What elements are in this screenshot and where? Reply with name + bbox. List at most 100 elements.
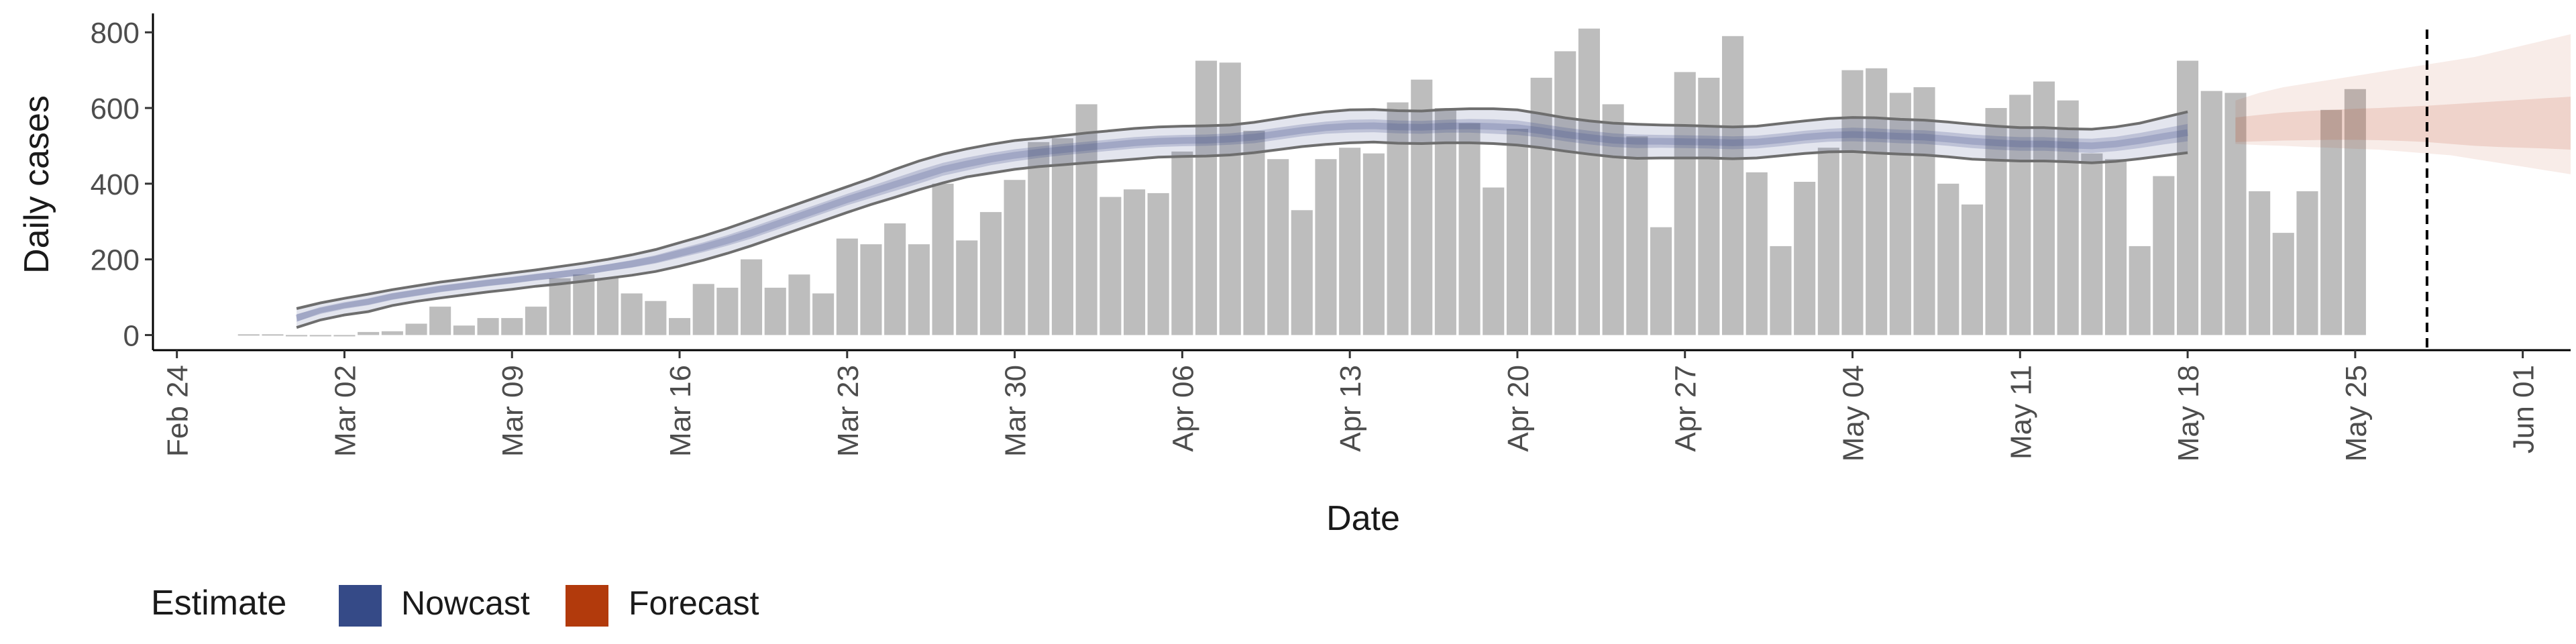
legend-label-forecast: Forecast bbox=[629, 584, 759, 622]
bar bbox=[1171, 151, 1193, 335]
bar bbox=[2249, 191, 2271, 335]
nowcast-inner-band bbox=[297, 119, 2188, 322]
bar bbox=[621, 293, 643, 335]
bar bbox=[1387, 102, 1409, 335]
bar bbox=[1937, 183, 1960, 335]
bar bbox=[1578, 28, 1600, 335]
legend-title: Estimate bbox=[151, 584, 286, 623]
x-axis-title: Date bbox=[1326, 499, 1400, 538]
bar bbox=[1291, 210, 1313, 335]
bar bbox=[358, 331, 380, 335]
bar bbox=[2129, 246, 2151, 335]
bar bbox=[1841, 70, 1864, 335]
nowcast-median-line bbox=[295, 122, 2188, 321]
bar bbox=[1051, 138, 1073, 335]
bar bbox=[525, 307, 547, 335]
bar bbox=[333, 335, 356, 337]
bar bbox=[956, 240, 978, 335]
bar bbox=[1362, 153, 1385, 335]
x-tick-label: Mar 16 bbox=[664, 365, 697, 457]
bar bbox=[836, 238, 858, 335]
bar bbox=[1219, 62, 1241, 335]
legend: Estimate Nowcast Forecast bbox=[151, 584, 759, 627]
x-tick-label: May 04 bbox=[1837, 365, 1870, 462]
legend-key-forecast bbox=[566, 585, 608, 627]
bar bbox=[429, 307, 451, 335]
bar bbox=[812, 293, 835, 335]
bar bbox=[1339, 148, 1361, 335]
bar bbox=[1147, 193, 1169, 335]
bar bbox=[501, 318, 523, 335]
bar bbox=[477, 318, 499, 335]
bar bbox=[1458, 123, 1481, 335]
x-tick-label: Apr 20 bbox=[1502, 365, 1535, 452]
bar bbox=[741, 259, 763, 335]
bar bbox=[1770, 246, 1792, 335]
bar bbox=[1554, 51, 1576, 335]
bar bbox=[1602, 104, 1624, 335]
bar bbox=[1004, 180, 1026, 335]
y-axis-title: Daily cases bbox=[17, 95, 56, 274]
bar bbox=[884, 223, 906, 335]
bar bbox=[2224, 93, 2247, 335]
y-tick-label: 400 bbox=[91, 168, 140, 201]
bar bbox=[1698, 77, 1720, 335]
bar bbox=[1650, 227, 1672, 335]
bar bbox=[908, 244, 930, 335]
bar bbox=[692, 284, 714, 335]
nowcast-upper-line bbox=[296, 107, 2188, 310]
bar bbox=[1674, 72, 1696, 335]
x-tick-label: Mar 02 bbox=[329, 365, 362, 457]
x-tick-label: Feb 24 bbox=[162, 365, 195, 457]
bar bbox=[2296, 191, 2318, 335]
bar bbox=[1866, 68, 1888, 335]
bar bbox=[2009, 95, 2031, 335]
bar bbox=[2177, 60, 2199, 335]
bar bbox=[2081, 153, 2103, 335]
bar bbox=[2200, 91, 2222, 335]
x-tick-label: Mar 09 bbox=[496, 365, 529, 457]
bar bbox=[573, 274, 595, 335]
bar bbox=[1243, 130, 1265, 335]
bar bbox=[645, 301, 667, 335]
y-tick-label: 600 bbox=[91, 93, 140, 125]
bar bbox=[381, 331, 403, 335]
forecast-outer-band bbox=[2235, 34, 2571, 174]
bar bbox=[1817, 148, 1839, 335]
x-tick-label: May 11 bbox=[2004, 365, 2037, 460]
bar bbox=[1913, 87, 1935, 335]
bar bbox=[764, 287, 786, 335]
bar bbox=[1483, 187, 1505, 335]
bar bbox=[453, 325, 475, 335]
legend-label-nowcast: Nowcast bbox=[401, 584, 530, 622]
bar bbox=[1961, 204, 1983, 335]
bar bbox=[2033, 81, 2055, 335]
bar bbox=[596, 278, 619, 335]
x-tick-label: Apr 27 bbox=[1670, 365, 1703, 452]
x-tick-label: Apr 06 bbox=[1167, 365, 1199, 452]
axes: 0 200 400 600 800 Feb 24 Mar 02 Mar 09 Mar 16 Mar… bbox=[91, 13, 2571, 462]
bar bbox=[669, 318, 691, 335]
bar bbox=[2105, 159, 2127, 335]
y-tick-label: 200 bbox=[91, 244, 140, 277]
bar bbox=[309, 335, 331, 337]
bar bbox=[1267, 159, 1289, 335]
bar bbox=[860, 244, 882, 335]
bar bbox=[1746, 172, 1768, 335]
y-tick-label: 800 bbox=[91, 17, 140, 50]
bar bbox=[1889, 93, 1911, 335]
bar bbox=[1506, 129, 1528, 335]
nowcast-lower-line bbox=[296, 140, 2188, 329]
bar bbox=[286, 335, 308, 337]
bar bbox=[1195, 60, 1218, 335]
bar bbox=[1075, 104, 1097, 335]
bar bbox=[1124, 189, 1146, 335]
bar bbox=[237, 334, 260, 336]
x-tick-label: Jun 01 bbox=[2508, 365, 2540, 453]
bar bbox=[262, 334, 284, 336]
x-tick-label: Mar 23 bbox=[832, 365, 865, 457]
legend-key-nowcast bbox=[339, 585, 382, 627]
plot-area bbox=[237, 28, 2571, 350]
x-tick-label: May 25 bbox=[2340, 365, 2373, 462]
